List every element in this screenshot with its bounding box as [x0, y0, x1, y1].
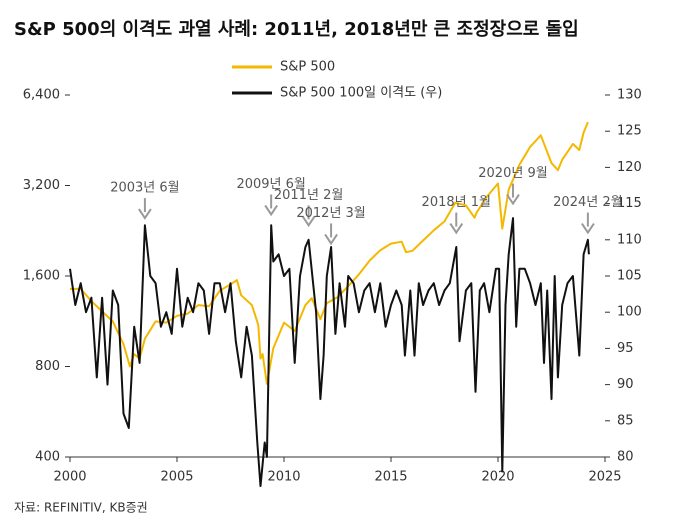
y-tick-label: 6,400 — [23, 88, 60, 103]
annotation-arrowhead — [449, 223, 464, 235]
y2-tick-label: 130 — [617, 88, 642, 103]
x-tick-label: 2020 — [481, 470, 514, 485]
source: 자료: REFINITIV, KB증권 — [14, 501, 148, 515]
y2-tick-label: 125 — [617, 124, 642, 139]
annotation: 2003년 6월 — [110, 181, 179, 196]
y2-tick-label: 115 — [617, 196, 642, 211]
annotation: 2024년 2월 — [553, 195, 622, 210]
y-tick-label: 3,200 — [23, 178, 60, 193]
y2-tick-label: 80 — [617, 450, 634, 465]
x-tick-label: 2010 — [267, 470, 300, 485]
annotation: 2018년 1월 — [422, 195, 491, 210]
legend-label: S&P 500 — [280, 60, 335, 75]
annotation-arrowhead — [581, 223, 595, 235]
annotation-arrowhead — [506, 194, 520, 206]
annotation: 2012년 3월 — [296, 206, 365, 221]
y2-tick-label: 85 — [617, 413, 634, 428]
y2-tick-label: 100 — [617, 305, 642, 320]
annotation: 2009년 6월 — [236, 177, 305, 192]
chart-title: S&P 500의 이격도 과열 사례: 2011년, 2018년만 큰 조정장으… — [14, 18, 579, 40]
y-tick-label: 800 — [35, 359, 60, 374]
y-tick-label: 400 — [35, 450, 60, 465]
annotation-arrowhead — [138, 208, 152, 220]
x-tick-label: 2025 — [588, 470, 621, 485]
y2-tick-label: 95 — [617, 341, 634, 356]
annotation-arrowhead — [301, 215, 316, 228]
x-tick-label: 2015 — [374, 470, 407, 485]
annotation: 2011년 2월 — [274, 188, 343, 203]
y2-tick-label: 105 — [617, 269, 642, 284]
y2-tick-label: 110 — [617, 232, 642, 247]
y2-tick-label: 120 — [617, 160, 642, 175]
legend-label: S&P 500 100일 이격도 (우) — [280, 86, 442, 101]
y-tick-label: 1,600 — [23, 269, 60, 284]
annotation-arrowhead — [264, 204, 278, 217]
x-tick-label: 2005 — [160, 470, 193, 485]
annotation-arrowhead — [324, 233, 338, 246]
series-line — [69, 217, 590, 487]
annotation: 2020년 9월 — [478, 166, 547, 181]
x-tick-label: 2000 — [53, 470, 86, 485]
y2-tick-label: 90 — [617, 377, 634, 392]
